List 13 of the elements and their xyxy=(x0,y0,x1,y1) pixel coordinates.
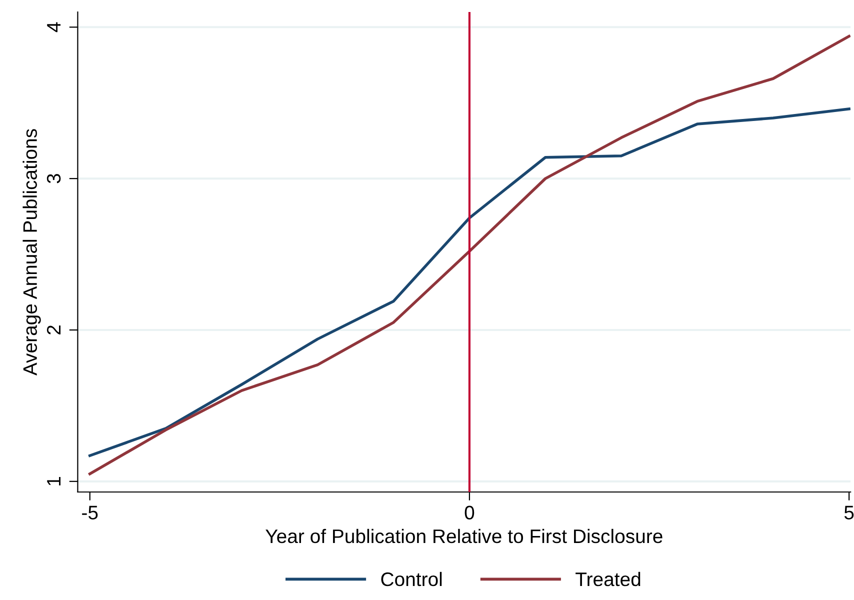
line-series xyxy=(88,108,850,458)
x-tick-label: -5 xyxy=(82,506,98,520)
y-tick-label: 1 xyxy=(47,476,60,486)
x-axis-title: Year of Publication Relative to First Disclosure xyxy=(266,528,662,544)
y-axis-title: Average Annual Publications xyxy=(22,129,41,376)
line-series xyxy=(88,34,850,476)
legend-label: Control xyxy=(381,572,442,586)
x-tick-label: 0 xyxy=(464,506,474,520)
y-tick-label: 4 xyxy=(47,22,60,32)
legend-label: Treated xyxy=(576,572,640,586)
y-tick-label: 2 xyxy=(46,326,60,334)
y-tick-label: 3 xyxy=(46,174,61,184)
x-tick-label: 5 xyxy=(844,506,854,520)
